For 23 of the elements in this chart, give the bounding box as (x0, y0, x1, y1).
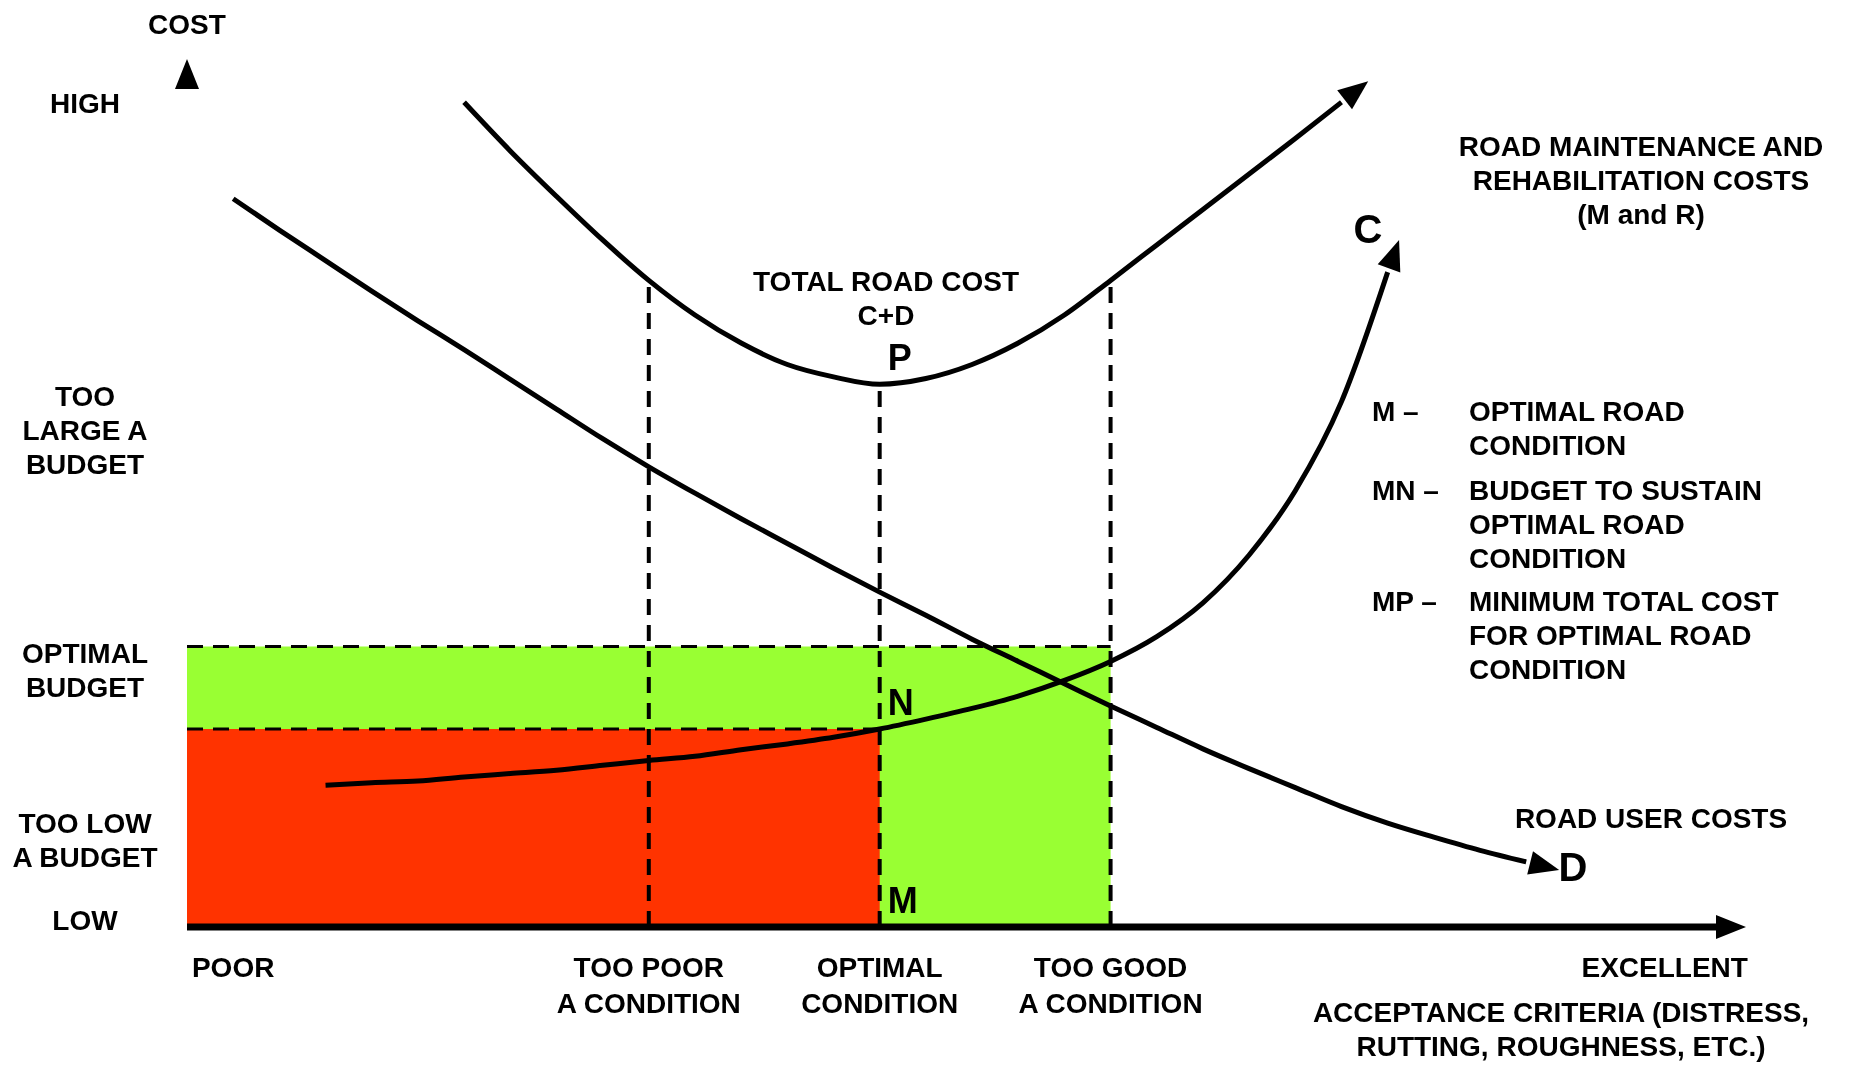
x-axis-title: ACCEPTANCE CRITERIA (DISTRESS, RUTTING, ROUGHNESS, ETC.) (1311, 996, 1811, 1064)
text: OPTIMAL BUDGET (21, 637, 149, 705)
text: LOW (51, 904, 119, 938)
y-axis-title: COST (147, 8, 227, 42)
annotation: D (1557, 844, 1589, 891)
annotation: N (887, 682, 914, 724)
text: TOO LOW A BUDGET (11, 807, 159, 875)
text: ROAD MAINTENANCE AND REHABILITATION COSTS (M and R) (1457, 130, 1825, 232)
text: M – OPTIMAL ROAD CONDITION (1372, 396, 1685, 461)
series-label: TOTAL ROAD COST C+D (752, 265, 1020, 333)
annotation: P (887, 337, 912, 379)
series-label: ROAD USER COSTS (1513, 802, 1789, 836)
x-tick-label: TOO POOR A CONDITION (556, 952, 741, 1019)
x-tick-label: POOR (191, 952, 275, 983)
annotation: C (1352, 206, 1384, 253)
text: TOO LARGE A BUDGET (21, 380, 149, 482)
annotation: MP – MINIMUM TOTAL COST FOR OPTIMAL ROAD CONDITION (1372, 585, 1779, 687)
text: HIGH (49, 87, 121, 121)
x-tick-label: TOO GOOD A CONDITION (1018, 952, 1203, 1019)
annotation: M (887, 880, 918, 921)
annotation: MN – BUDGET TO SUSTAIN OPTIMAL ROAD CONDITION (1372, 474, 1762, 576)
x-tick-label: OPTIMAL CONDITION (801, 952, 959, 1019)
x-tick-label: EXCELLENT (1581, 952, 1748, 983)
